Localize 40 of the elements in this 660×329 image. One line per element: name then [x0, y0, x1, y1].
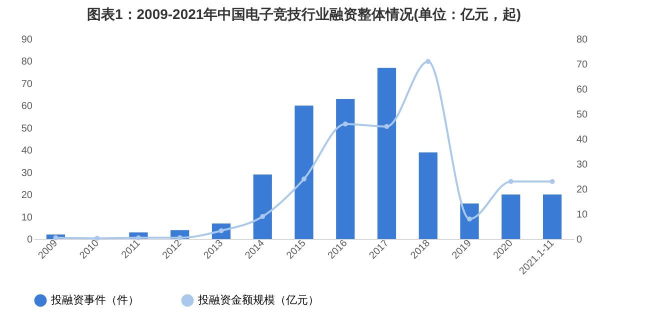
bar	[294, 106, 314, 239]
y-tick-label: 40	[21, 146, 33, 157]
y-tick-label: 70	[21, 78, 33, 90]
y-tick-label: 80	[21, 56, 33, 68]
chart-title: 图表1：2009-2021年中国电子竞技行业融资整体情况(单位：亿元，起)	[86, 6, 522, 22]
bar	[336, 99, 355, 239]
point	[426, 59, 431, 64]
y2-tick-label: 0	[576, 234, 582, 246]
y-tick-label: 10	[21, 212, 33, 224]
point	[177, 235, 182, 240]
point	[342, 122, 348, 126]
bar	[418, 152, 438, 239]
y-tick-label: 20	[21, 190, 33, 202]
point	[550, 179, 555, 184]
y-tick-label: 90	[21, 34, 33, 46]
y-tick-label: 50	[21, 123, 33, 134]
y2-tick-label: 10	[576, 210, 588, 220]
y-tick-label: 30	[21, 168, 33, 179]
legend-label: 投融资金额规模（亿元）	[197, 294, 319, 307]
y2-tick-label: 30	[576, 160, 588, 170]
point	[508, 179, 514, 184]
y2-tick-label: 50	[576, 110, 588, 120]
bar	[377, 68, 396, 239]
point	[53, 235, 58, 240]
y2-tick-label: 60	[576, 84, 588, 96]
point	[467, 216, 472, 222]
bar	[460, 203, 479, 239]
point	[302, 176, 306, 182]
y2-tick-label: 70	[576, 60, 588, 70]
y-tick-label: 60	[21, 101, 33, 112]
y2-tick-label: 40	[576, 134, 588, 146]
y-tick-label: 0	[26, 234, 33, 246]
y2-tick-label: 20	[576, 184, 588, 196]
point	[384, 124, 390, 129]
point	[260, 214, 266, 219]
bar	[502, 194, 520, 239]
y2-tick-label: 80	[576, 34, 588, 46]
legend-label: 投融资事件（件）	[50, 294, 139, 307]
bar	[253, 174, 272, 239]
bar	[542, 194, 562, 239]
